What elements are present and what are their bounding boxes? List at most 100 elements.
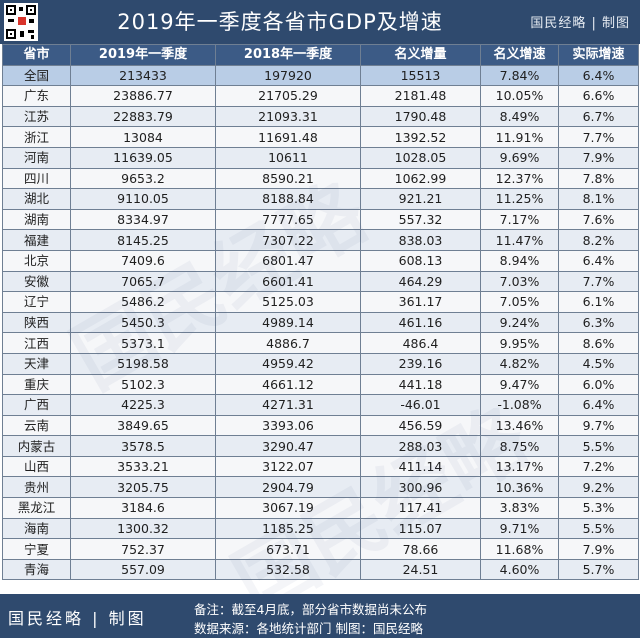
province-cell: 湖北: [2, 188, 71, 210]
value-cell: 486.4: [360, 332, 481, 354]
value-cell: 7.7%: [558, 126, 639, 148]
value-cell: 441.18: [360, 373, 481, 396]
province-cell: 北京: [2, 249, 71, 272]
value-cell: 6.7%: [558, 105, 639, 128]
title-bar: 2019年一季度各省市GDP及增速 国民经略 | 制图: [0, 0, 640, 44]
value-cell: 6.4%: [558, 249, 639, 272]
table-row: 宁夏 752.37 673.71 78.66 11.68% 7.9%: [2, 538, 639, 560]
value-cell: 10.05%: [480, 85, 559, 107]
value-cell: 411.14: [360, 455, 481, 478]
value-cell: 4661.12: [215, 373, 361, 396]
province-cell: 福建: [2, 229, 71, 251]
column-header: 名义增速: [480, 44, 559, 66]
value-cell: 7.17%: [480, 208, 559, 231]
value-cell: 456.59: [360, 414, 481, 437]
value-cell: 6801.47: [215, 249, 361, 272]
footer-source: 数据来源：各地统计部门 制图：国民经略: [194, 621, 423, 636]
value-cell: 8.2%: [558, 229, 639, 251]
table-row: 海南 1300.32 1185.25 115.07 9.71% 5.5%: [2, 517, 639, 540]
column-header: 名义增量: [360, 44, 481, 66]
value-cell: 23886.77: [70, 85, 216, 107]
value-cell: 3533.21: [70, 455, 216, 478]
value-cell: 5.5%: [558, 435, 639, 457]
value-cell: 361.17: [360, 291, 481, 313]
value-cell: 7.6%: [558, 208, 639, 231]
value-cell: 8.75%: [480, 435, 559, 457]
value-cell: 7.8%: [558, 167, 639, 190]
value-cell: 7.2%: [558, 455, 639, 478]
table-row: 重庆 5102.3 4661.12 441.18 9.47% 6.0%: [2, 373, 639, 396]
value-cell: 1028.05: [360, 146, 481, 169]
province-cell: 湖南: [2, 208, 71, 231]
table-header-row: 省市 2019年一季度 2018年一季度 名义增量 名义增速 实际增速: [2, 44, 639, 66]
province-cell: 黑龙江: [2, 497, 71, 519]
value-cell: 752.37: [70, 538, 216, 560]
value-cell: 12.37%: [480, 167, 559, 190]
value-cell: 13.17%: [480, 455, 559, 478]
value-cell: 117.41: [360, 497, 481, 519]
value-cell: 6.3%: [558, 311, 639, 334]
province-cell: 浙江: [2, 126, 71, 148]
value-cell: 6.1%: [558, 291, 639, 313]
value-cell: 7.05%: [480, 291, 559, 313]
value-cell: 3184.6: [70, 497, 216, 519]
table-row: 青海 557.09 532.58 24.51 4.60% 5.7%: [2, 558, 639, 581]
value-cell: 7065.7: [70, 270, 216, 293]
value-cell: 3849.65: [70, 414, 216, 437]
value-cell: 4886.7: [215, 332, 361, 354]
value-cell: 15513: [360, 64, 481, 87]
table-row: 天津 5198.58 4959.42 239.16 4.82% 4.5%: [2, 352, 639, 375]
value-cell: 13084: [70, 126, 216, 148]
value-cell: 5102.3: [70, 373, 216, 396]
value-cell: 4271.31: [215, 394, 361, 416]
table-row: 湖北 9110.05 8188.84 921.21 11.25% 8.1%: [2, 188, 639, 210]
value-cell: 9.95%: [480, 332, 559, 354]
value-cell: 8145.25: [70, 229, 216, 251]
province-cell: 内蒙古: [2, 435, 71, 457]
table-row: 湖南 8334.97 7777.65 557.32 7.17% 7.6%: [2, 208, 639, 231]
table-row: 山西 3533.21 3122.07 411.14 13.17% 7.2%: [2, 455, 639, 478]
value-cell: 5486.2: [70, 291, 216, 313]
value-cell: 3205.75: [70, 476, 216, 499]
value-cell: 5.5%: [558, 517, 639, 540]
value-cell: 11639.05: [70, 146, 216, 169]
value-cell: 3393.06: [215, 414, 361, 437]
value-cell: 3578.5: [70, 435, 216, 457]
value-cell: 3122.07: [215, 455, 361, 478]
province-cell: 云南: [2, 414, 71, 437]
value-cell: 8188.84: [215, 188, 361, 210]
province-cell: 广西: [2, 394, 71, 416]
footer-brand: 国民经略 | 制图: [8, 609, 147, 628]
value-cell: -46.01: [360, 394, 481, 416]
value-cell: 7.03%: [480, 270, 559, 293]
table-row: 浙江 13084 11691.48 1392.52 11.91% 7.7%: [2, 126, 639, 148]
value-cell: 3067.19: [215, 497, 361, 519]
value-cell: 7.9%: [558, 538, 639, 560]
value-cell: 5450.3: [70, 311, 216, 334]
value-cell: 5373.1: [70, 332, 216, 354]
value-cell: 6.4%: [558, 394, 639, 416]
table-row: 贵州 3205.75 2904.79 300.96 10.36% 9.2%: [2, 476, 639, 499]
value-cell: 9.69%: [480, 146, 559, 169]
value-cell: 9.7%: [558, 414, 639, 437]
table-row-total: 全国 213433 197920 15513 7.84% 6.4%: [2, 64, 639, 87]
table-row: 安徽 7065.7 6601.41 464.29 7.03% 7.7%: [2, 270, 639, 293]
gdp-table: 省市 2019年一季度 2018年一季度 名义增量 名义增速 实际增速 全国 21…: [2, 44, 639, 581]
column-header: 实际增速: [558, 44, 639, 66]
value-cell: 6.6%: [558, 85, 639, 107]
value-cell: 3290.47: [215, 435, 361, 457]
value-cell: 557.09: [70, 558, 216, 581]
value-cell: 11691.48: [215, 126, 361, 148]
value-cell: 9.24%: [480, 311, 559, 334]
value-cell: 2181.48: [360, 85, 481, 107]
province-cell: 青海: [2, 558, 71, 581]
value-cell: 532.58: [215, 558, 361, 581]
table-row: 内蒙古 3578.5 3290.47 288.03 8.75% 5.5%: [2, 435, 639, 457]
value-cell: 6601.41: [215, 270, 361, 293]
value-cell: 21093.31: [215, 105, 361, 128]
value-cell: 461.16: [360, 311, 481, 334]
province-cell: 海南: [2, 517, 71, 540]
value-cell: 4.5%: [558, 352, 639, 375]
table-row: 福建 8145.25 7307.22 838.03 11.47% 8.2%: [2, 229, 639, 251]
province-cell: 全国: [2, 64, 71, 87]
